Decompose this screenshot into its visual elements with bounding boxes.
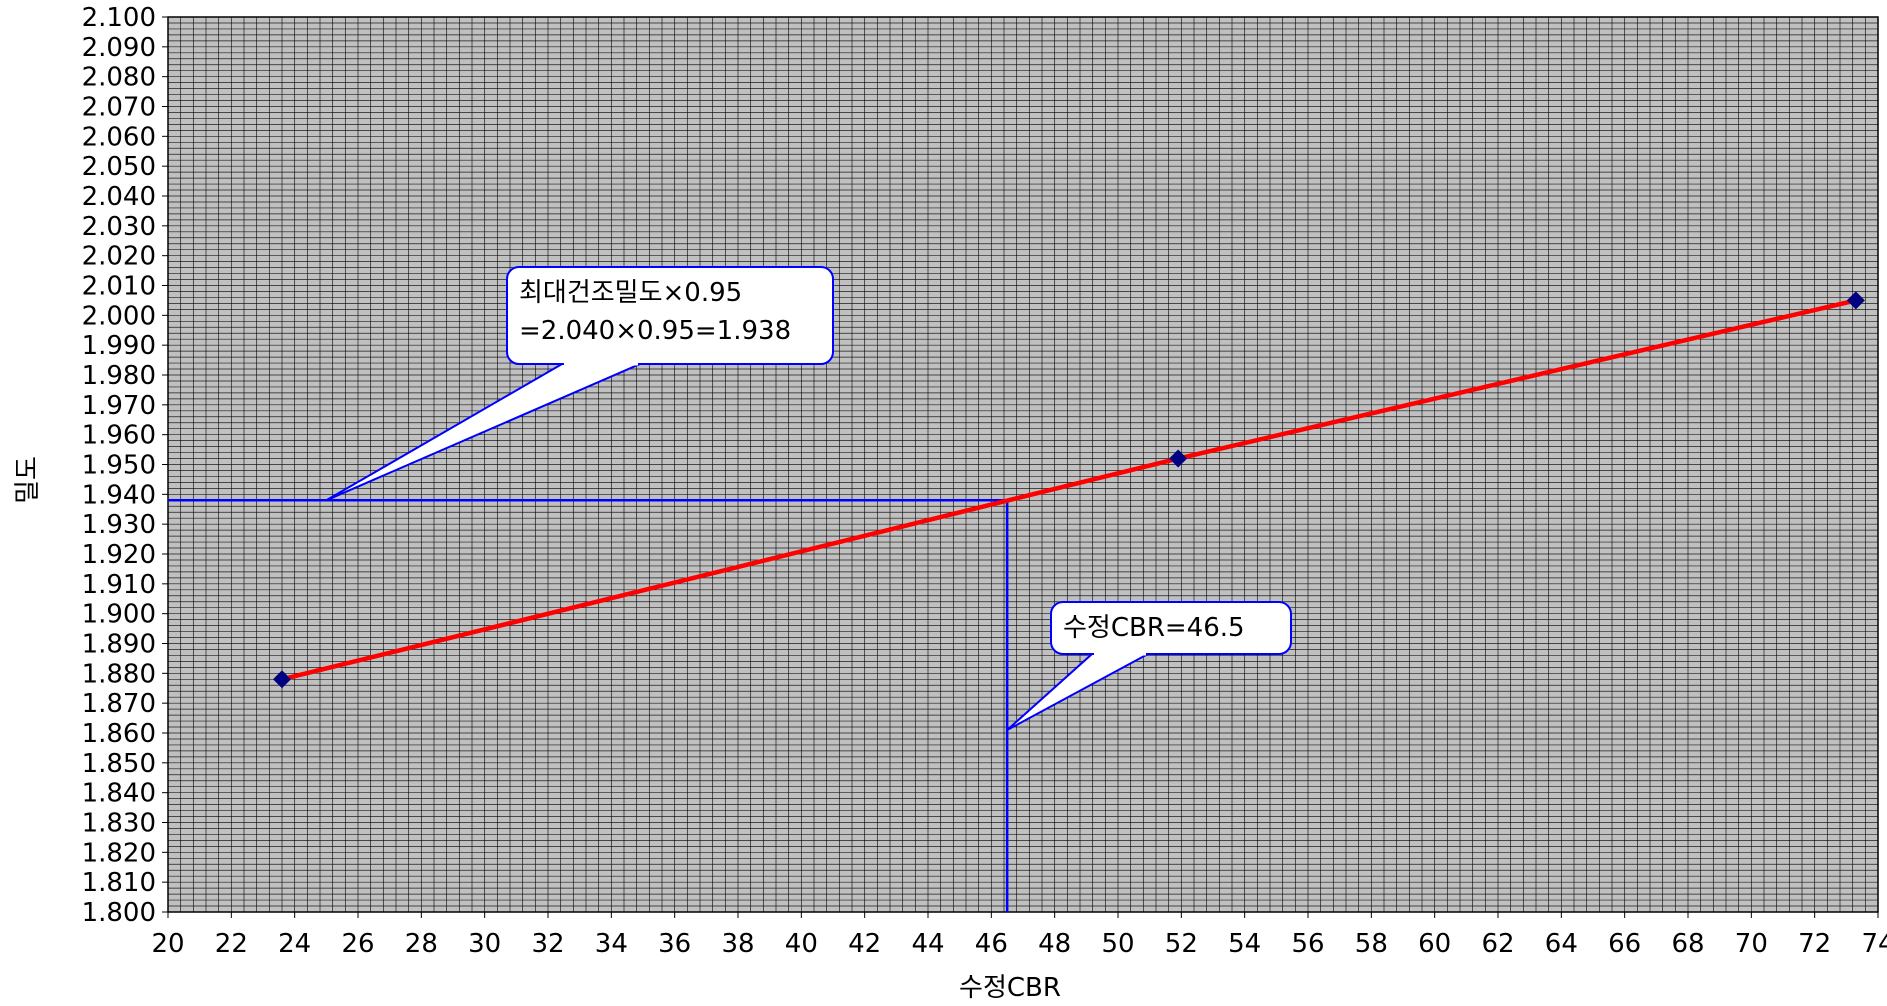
callout-text-line: 수정CBR=46.5 bbox=[1063, 613, 1245, 643]
x-tick-label: 62 bbox=[1481, 929, 1514, 959]
y-tick-label: 1.830 bbox=[82, 809, 156, 839]
y-tick-label: 1.990 bbox=[82, 331, 156, 361]
callout-text-line: 최대건조밀도×0.95 bbox=[519, 278, 742, 308]
y-tick-label: 2.030 bbox=[82, 212, 156, 242]
y-tick-label: 2.090 bbox=[82, 33, 156, 63]
x-tick-label: 32 bbox=[531, 929, 564, 959]
y-tick-label: 1.890 bbox=[82, 630, 156, 660]
y-tick-label: 2.020 bbox=[82, 242, 156, 272]
callouts: 최대건조밀도×0.95 =2.040×0.95=1.938 수정CBR=46.5 bbox=[325, 266, 1292, 731]
x-tick-label: 28 bbox=[405, 929, 438, 959]
y-tick-label: 2.070 bbox=[82, 93, 156, 123]
x-tick-label: 24 bbox=[278, 929, 311, 959]
x-tick-label: 30 bbox=[468, 929, 501, 959]
data-point-marker bbox=[1169, 449, 1188, 468]
x-tick-label: 66 bbox=[1608, 929, 1641, 959]
x-tick-label: 46 bbox=[975, 929, 1008, 959]
y-tick-label: 2.050 bbox=[82, 152, 156, 182]
x-tick-label: 70 bbox=[1735, 929, 1768, 959]
x-tick-label: 22 bbox=[215, 929, 248, 959]
y-tick-label: 1.940 bbox=[82, 480, 156, 510]
x-axis-title: 수정CBR bbox=[959, 973, 1061, 1003]
x-tick-label: 72 bbox=[1798, 929, 1831, 959]
y-tick-label: 1.970 bbox=[82, 391, 156, 421]
x-tick-label: 50 bbox=[1101, 929, 1134, 959]
x-tick-label: 52 bbox=[1165, 929, 1198, 959]
y-tick-label: 1.810 bbox=[82, 868, 156, 898]
x-tick-label: 42 bbox=[848, 929, 881, 959]
callout-max-dry-density: 최대건조밀도×0.95 =2.040×0.95=1.938 bbox=[325, 266, 834, 502]
x-tick-label: 58 bbox=[1355, 929, 1388, 959]
y-tick-label: 1.860 bbox=[82, 719, 156, 749]
x-tick-label: 68 bbox=[1671, 929, 1704, 959]
x-tick-label: 54 bbox=[1228, 929, 1261, 959]
x-tick-label: 40 bbox=[785, 929, 818, 959]
y-tick-label: 1.800 bbox=[82, 898, 156, 928]
y-axis-ticks: 1.8001.8101.8201.8301.8401.8501.8601.870… bbox=[82, 3, 168, 928]
y-tick-label: 1.980 bbox=[82, 361, 156, 391]
callout-text-line: =2.040×0.95=1.938 bbox=[519, 316, 791, 346]
y-tick-label: 1.910 bbox=[82, 570, 156, 600]
series bbox=[273, 291, 1865, 689]
x-tick-label: 60 bbox=[1418, 929, 1451, 959]
y-tick-label: 1.880 bbox=[82, 659, 156, 689]
y-tick-label: 1.950 bbox=[82, 451, 156, 481]
y-tick-label: 1.960 bbox=[82, 421, 156, 451]
x-axis-ticks: 20 22 24 26 28 30 32 34 36 38 40 42 44 46 48 50 52 54 56 58… bbox=[151, 912, 1887, 959]
y-tick-label: 2.040 bbox=[82, 182, 156, 212]
x-tick-label: 56 bbox=[1291, 929, 1324, 959]
y-axis-title: 밀도 bbox=[13, 456, 43, 504]
callout-corrected-cbr: 수정CBR=46.5 bbox=[1006, 601, 1292, 731]
x-tick-label: 64 bbox=[1545, 929, 1578, 959]
x-tick-label: 34 bbox=[595, 929, 628, 959]
y-tick-label: 1.900 bbox=[82, 600, 156, 630]
x-tick-label: 36 bbox=[658, 929, 691, 959]
y-tick-label: 1.820 bbox=[82, 838, 156, 868]
callout-box bbox=[506, 266, 834, 365]
callout-box bbox=[1050, 601, 1292, 655]
y-tick-label: 2.060 bbox=[82, 122, 156, 152]
data-point-marker bbox=[273, 670, 291, 689]
grid bbox=[168, 17, 1878, 912]
x-tick-label: 20 bbox=[151, 929, 184, 959]
y-tick-label: 2.010 bbox=[82, 272, 156, 302]
x-tick-label: 38 bbox=[721, 929, 754, 959]
y-tick-label: 1.920 bbox=[82, 540, 156, 570]
x-tick-label: 74 bbox=[1861, 929, 1887, 959]
x-tick-label: 44 bbox=[911, 929, 944, 959]
x-tick-label: 26 bbox=[341, 929, 374, 959]
y-tick-label: 1.850 bbox=[82, 749, 156, 779]
y-tick-label: 2.080 bbox=[82, 63, 156, 93]
y-tick-label: 2.100 bbox=[82, 3, 156, 33]
y-tick-label: 2.000 bbox=[82, 301, 156, 331]
x-tick-label: 48 bbox=[1038, 929, 1071, 959]
y-tick-label: 1.840 bbox=[82, 779, 156, 809]
y-tick-label: 1.930 bbox=[82, 510, 156, 540]
data-point-marker bbox=[1846, 291, 1865, 310]
y-tick-label: 1.870 bbox=[82, 689, 156, 719]
reference-lines bbox=[168, 499, 1009, 912]
